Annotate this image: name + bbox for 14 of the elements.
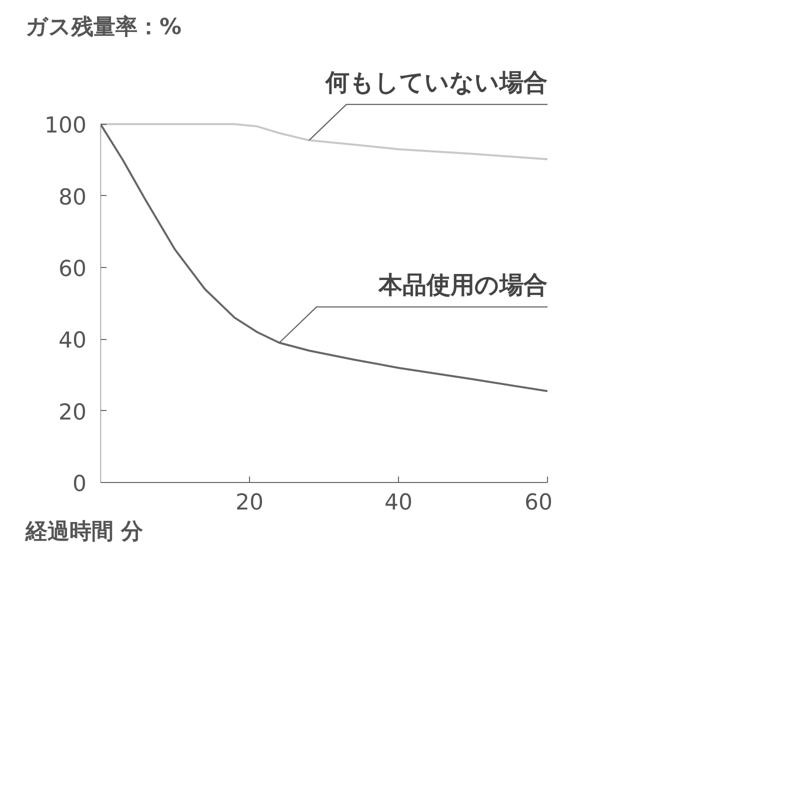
annotation: 本品使用の場合	[378, 270, 548, 299]
y-tick-label: 80	[58, 185, 87, 210]
y-tick-label: 60	[58, 257, 87, 282]
y-tick-label: 100	[44, 114, 87, 139]
y-tick-label: 0	[72, 472, 87, 497]
x-axis-title: 経過時間 分	[24, 520, 144, 544]
x-tick-label: 60	[524, 490, 553, 516]
y-axis-title: ガス残量率：%	[26, 14, 182, 40]
y-tick-label: 20	[58, 400, 87, 426]
annotation: 何もしていない場合	[324, 68, 548, 96]
line-series	[100, 123, 548, 160]
x-tick-label: 20	[236, 490, 264, 516]
x-tick-label: 40	[384, 490, 413, 516]
y-tick-label: 40	[58, 328, 87, 354]
